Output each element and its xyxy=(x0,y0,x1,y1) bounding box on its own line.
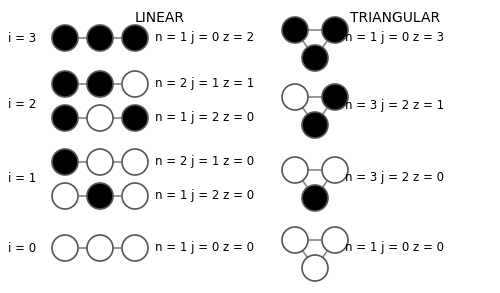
Text: n = 3 j = 2 z = 1: n = 3 j = 2 z = 1 xyxy=(345,98,444,112)
Circle shape xyxy=(322,227,348,253)
Text: n = 1 j = 2 z = 0: n = 1 j = 2 z = 0 xyxy=(155,190,254,202)
Circle shape xyxy=(322,84,348,110)
Text: i = 1: i = 1 xyxy=(8,171,36,185)
Circle shape xyxy=(302,45,328,71)
Circle shape xyxy=(122,183,148,209)
Circle shape xyxy=(302,112,328,138)
Circle shape xyxy=(282,84,308,110)
Circle shape xyxy=(52,183,78,209)
Circle shape xyxy=(282,17,308,43)
Text: n = 2 j = 1 z = 0: n = 2 j = 1 z = 0 xyxy=(155,156,254,168)
Circle shape xyxy=(282,157,308,183)
Text: n = 1 j = 0 z = 0: n = 1 j = 0 z = 0 xyxy=(345,241,444,255)
Circle shape xyxy=(87,105,113,131)
Text: n = 1 j = 0 z = 0: n = 1 j = 0 z = 0 xyxy=(155,241,254,255)
Text: i = 2: i = 2 xyxy=(8,98,36,112)
Circle shape xyxy=(302,255,328,281)
Text: TRIANGULAR: TRIANGULAR xyxy=(350,11,440,25)
Circle shape xyxy=(52,149,78,175)
Circle shape xyxy=(52,25,78,51)
Text: LINEAR: LINEAR xyxy=(135,11,185,25)
Circle shape xyxy=(87,183,113,209)
Circle shape xyxy=(282,227,308,253)
Text: n = 1 j = 2 z = 0: n = 1 j = 2 z = 0 xyxy=(155,112,254,125)
Text: n = 2 j = 1 z = 1: n = 2 j = 1 z = 1 xyxy=(155,78,254,91)
Circle shape xyxy=(52,105,78,131)
Circle shape xyxy=(122,71,148,97)
Circle shape xyxy=(122,25,148,51)
Text: n = 3 j = 2 z = 0: n = 3 j = 2 z = 0 xyxy=(345,171,444,185)
Text: n = 1 j = 0 z = 2: n = 1 j = 0 z = 2 xyxy=(155,32,254,45)
Circle shape xyxy=(122,235,148,261)
Circle shape xyxy=(322,157,348,183)
Circle shape xyxy=(122,149,148,175)
Circle shape xyxy=(52,71,78,97)
Circle shape xyxy=(122,105,148,131)
Circle shape xyxy=(87,71,113,97)
Circle shape xyxy=(87,235,113,261)
Circle shape xyxy=(322,17,348,43)
Circle shape xyxy=(52,235,78,261)
Circle shape xyxy=(87,25,113,51)
Circle shape xyxy=(302,185,328,211)
Circle shape xyxy=(87,149,113,175)
Text: n = 1 j = 0 z = 3: n = 1 j = 0 z = 3 xyxy=(345,32,444,45)
Text: i = 3: i = 3 xyxy=(8,32,36,45)
Text: i = 0: i = 0 xyxy=(8,241,36,255)
